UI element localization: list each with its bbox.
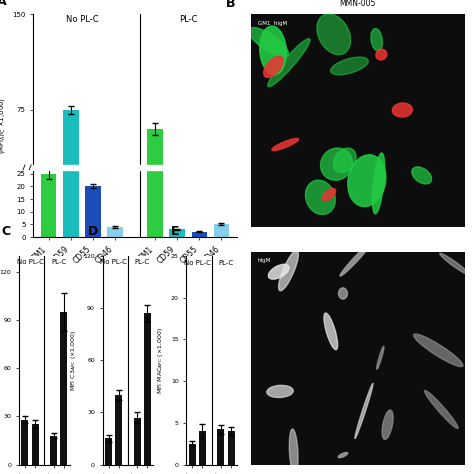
Ellipse shape [289, 429, 298, 474]
Ellipse shape [355, 383, 373, 438]
Ellipse shape [320, 148, 353, 180]
Ellipse shape [412, 167, 432, 184]
Ellipse shape [382, 410, 393, 439]
Bar [115, 395, 122, 465]
Y-axis label: MFI C3$_{\mathregular{APC}}$ (×1,000): MFI C3$_{\mathregular{APC}}$ (×1,000) [69, 329, 78, 391]
Text: No PL-C: No PL-C [184, 260, 211, 266]
Bar [31, 424, 39, 465]
Bar [105, 438, 112, 465]
Bar [21, 419, 28, 465]
Ellipse shape [340, 243, 372, 276]
Text: PL-C: PL-C [51, 259, 66, 265]
Bar [147, 129, 163, 237]
Bar [50, 436, 57, 465]
Bar [217, 429, 225, 465]
Ellipse shape [264, 56, 283, 77]
Text: A: A [0, 0, 6, 9]
Ellipse shape [305, 180, 335, 215]
Ellipse shape [392, 103, 412, 117]
Bar [85, 186, 101, 237]
Bar [169, 229, 185, 237]
Text: No PL-C: No PL-C [100, 259, 127, 265]
Text: B: B [226, 0, 235, 10]
Text: E: E [171, 225, 180, 238]
Bar [214, 224, 229, 237]
Ellipse shape [330, 57, 368, 75]
Ellipse shape [272, 138, 299, 151]
Ellipse shape [338, 288, 347, 299]
Bar [189, 444, 196, 465]
Bar [144, 313, 151, 465]
Ellipse shape [338, 453, 348, 458]
Text: PL-C: PL-C [179, 15, 198, 24]
Bar [134, 418, 141, 465]
Text: No PL-C: No PL-C [65, 15, 98, 24]
Ellipse shape [268, 38, 310, 87]
Text: PL-C: PL-C [135, 259, 150, 265]
Bar [63, 110, 79, 237]
Ellipse shape [260, 26, 286, 75]
Bar [33, 165, 237, 170]
Text: PL-C: PL-C [219, 260, 234, 266]
Bar [191, 232, 207, 237]
Ellipse shape [333, 148, 356, 173]
Y-axis label: MFI MAC$_{\mathregular{APC}}$ (×1,000): MFI MAC$_{\mathregular{APC}}$ (×1,000) [156, 327, 165, 394]
Bar [60, 312, 67, 465]
Bar [108, 227, 123, 237]
Ellipse shape [279, 251, 299, 291]
Ellipse shape [440, 253, 469, 275]
Text: C: C [1, 225, 10, 238]
Ellipse shape [348, 155, 386, 207]
Ellipse shape [414, 334, 463, 366]
Text: hIgM: hIgM [257, 258, 271, 264]
Ellipse shape [248, 27, 288, 57]
Text: GM1  hIgM: GM1 hIgM [257, 20, 287, 26]
Bar [199, 431, 206, 465]
Bar [228, 431, 235, 465]
Ellipse shape [322, 189, 336, 201]
Ellipse shape [425, 391, 458, 428]
Ellipse shape [268, 264, 289, 279]
Ellipse shape [371, 28, 383, 51]
Ellipse shape [267, 385, 293, 398]
Bar [41, 173, 56, 237]
Text: No PL-C: No PL-C [17, 259, 44, 265]
Ellipse shape [317, 14, 351, 55]
Text: MMN-005: MMN-005 [340, 0, 376, 8]
Text: D: D [87, 225, 98, 238]
Ellipse shape [377, 346, 384, 369]
Ellipse shape [376, 49, 387, 60]
Ellipse shape [324, 313, 337, 350]
Y-axis label: mCRP expression
(MFI$_{\mathregular{APC}}$ ×1,000): mCRP expression (MFI$_{\mathregular{APC}… [0, 95, 7, 156]
Ellipse shape [373, 153, 385, 214]
